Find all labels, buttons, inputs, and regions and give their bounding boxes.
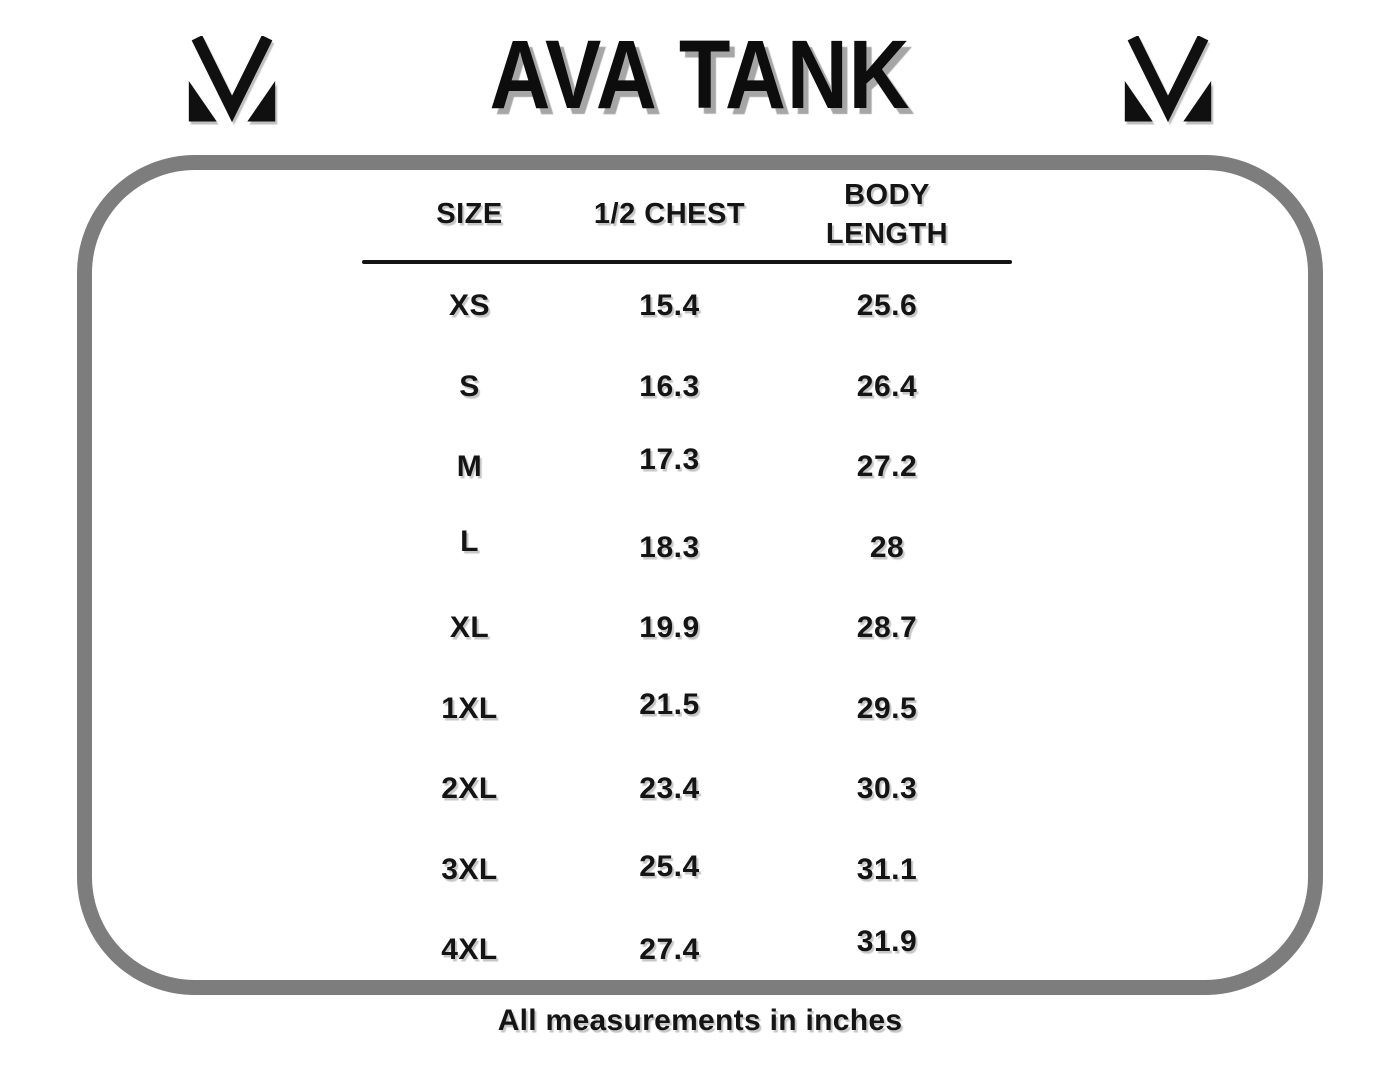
measurements-note: All measurements in inches [497,1004,903,1037]
size-cell: XL [449,611,490,645]
size-chart-panel [77,155,1323,995]
size-cell: M [456,450,483,484]
body-length-cell: 25.6 [856,289,918,323]
table-body: XS 15.4 25.6 S 16.3 26.4 M 17.3 27.2 L 1… [362,266,1012,991]
table-row: 1XL 21.5 29.5 [362,669,1012,750]
column-header-size: SIZE [436,198,503,231]
half-chest-cell: 19.9 [639,611,700,645]
table-row: M 17.3 27.2 [362,427,1012,508]
body-length-cell: 28 [869,530,905,564]
table-row: L 18.3 28 [362,508,1012,589]
page-title: AVA TANK [489,20,911,129]
size-cell: 4XL [441,933,498,967]
body-length-cell: 28.7 [856,611,918,645]
brand-m-logo-icon [188,36,276,123]
table-row: 2XL 23.4 30.3 [362,749,1012,830]
size-cell: 1XL [441,691,498,725]
half-chest-cell: 27.4 [639,933,700,967]
table-row: XS 15.4 25.6 [362,266,1012,347]
body-length-cell: 31.9 [856,925,918,959]
half-chest-cell: 25.4 [639,849,700,883]
table-row: XL 19.9 28.7 [362,588,1012,669]
table-row: 3XL 25.4 31.1 [362,830,1012,911]
size-cell: 3XL [441,852,498,886]
size-cell: S [459,369,480,403]
footer: All measurements in inches [0,1004,1400,1038]
table-row: 4XL 27.4 31.9 [362,910,1012,991]
header: AVA TANK [0,0,1400,150]
column-header-half-chest: 1/2 CHEST [593,198,746,231]
column-header-body-length: BODY LENGTH [825,178,949,250]
body-length-cell: 31.1 [856,852,918,886]
half-chest-cell: 16.3 [639,369,700,403]
half-chest-cell: 17.3 [639,443,700,477]
table-header-row: SIZE 1/2 CHEST BODY LENGTH [362,170,1012,260]
body-length-cell: 29.5 [856,691,918,725]
half-chest-cell: 21.5 [639,687,700,721]
half-chest-cell: 15.4 [639,289,700,323]
table-row: S 16.3 26.4 [362,347,1012,428]
body-length-cell: 30.3 [856,772,918,806]
size-table: SIZE 1/2 CHEST BODY LENGTH XS 15.4 25.6 … [362,170,1012,991]
size-cell: L [460,524,479,558]
size-cell: XS [448,289,491,323]
body-length-cell: 27.2 [856,450,918,484]
brand-m-logo-icon [1124,36,1212,123]
size-cell: 2XL [441,772,498,806]
half-chest-cell: 23.4 [639,772,700,806]
body-length-cell: 26.4 [856,369,918,403]
header-separator-line [362,260,1012,264]
half-chest-cell: 18.3 [639,530,700,564]
